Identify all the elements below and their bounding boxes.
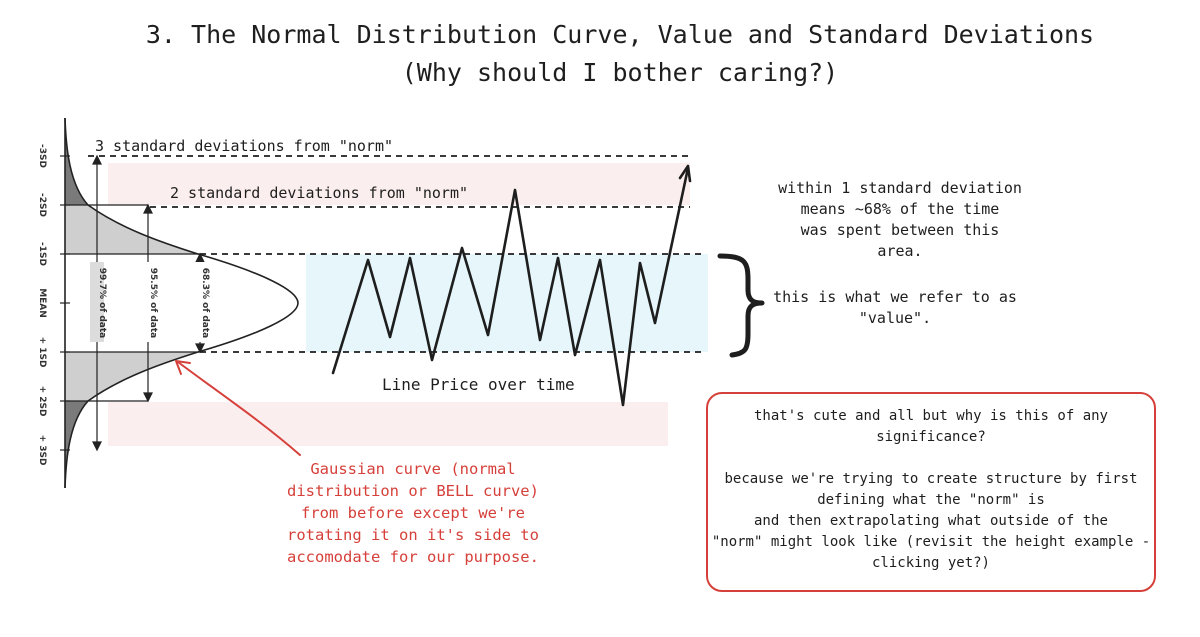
significance-box: that's cute and all but why is this of a… xyxy=(706,392,1156,592)
significance-answer-1: because we're trying to create structure… xyxy=(724,471,1138,487)
price-line-label: Line Price over time xyxy=(382,375,575,394)
significance-answer-2: defining what the "norm" is xyxy=(817,492,1045,508)
axis-label-minus2sd: -2SD xyxy=(37,193,47,217)
page-subtitle: (Why should I bother caring?) xyxy=(401,58,839,87)
label-99-7-percent: 99.7% of data xyxy=(97,268,107,338)
value-definition-note: this is what we refer to as "value". xyxy=(773,288,1017,327)
axis-label-plus1sd: + 1SD xyxy=(37,337,47,368)
label-2sd: 2 standard deviations from "norm" xyxy=(170,184,468,202)
price-arrow-head xyxy=(678,164,692,183)
value-brace xyxy=(717,253,765,358)
label-95-5-percent: 95.5% of data xyxy=(148,268,158,338)
upper-deviation-band xyxy=(108,163,690,205)
axis-label-minus3sd: -3SD xyxy=(37,144,47,168)
significance-answer-3: and then extrapolating what outside of t… xyxy=(753,513,1108,529)
gaussian-pointer-arrow xyxy=(177,361,301,456)
significance-question-1: that's cute and all but why is this of a… xyxy=(753,408,1108,424)
bell-tail-bottom xyxy=(65,401,88,488)
axis-label-mean: MEAN xyxy=(37,288,47,318)
price-line xyxy=(331,166,690,407)
axis-label-minus1sd: -1SD xyxy=(37,242,47,266)
significance-answer-4: "norm" might look like (revisit the heig… xyxy=(711,534,1151,550)
label-68-3-percent: 68.3% of data xyxy=(200,268,210,338)
axis-label-plus2sd: + 2SD xyxy=(37,386,47,417)
bell-fill-lower xyxy=(65,352,198,401)
bell-fill-upper xyxy=(65,205,198,254)
page-title: 3. The Normal Distribution Curve, Value … xyxy=(145,20,1095,49)
gaussian-pointer-arrow-head xyxy=(175,360,191,375)
significance-question-2: significance? xyxy=(876,429,986,445)
label-3sd: 3 standard deviations from "norm" xyxy=(95,137,393,155)
lower-deviation-band xyxy=(108,402,668,446)
bell-tail-top xyxy=(65,118,88,205)
significance-answer-5: clicking yet?) xyxy=(871,555,990,571)
value-explanation-note: within 1 standard deviation means ~68% o… xyxy=(778,179,1022,260)
axis-label-plus3sd: + 3SD xyxy=(37,435,47,466)
gaussian-curve-note: Gaussian curve (normal distribution or B… xyxy=(287,460,539,566)
